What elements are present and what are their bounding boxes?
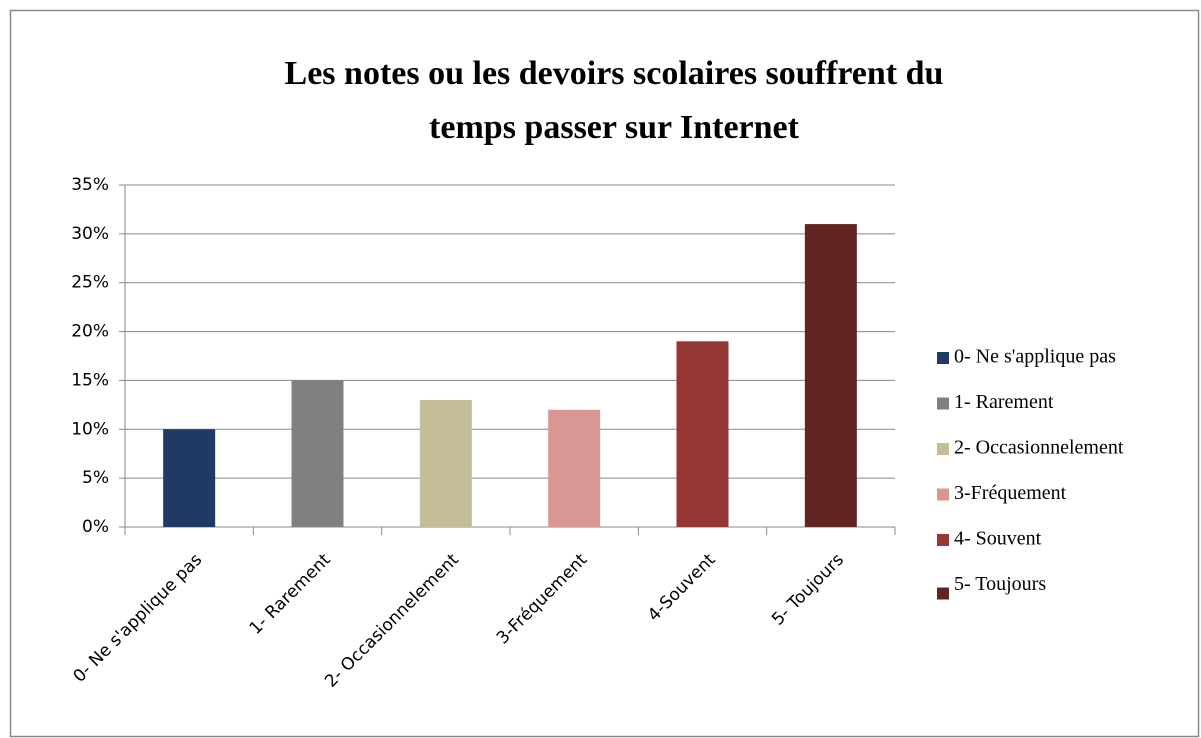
legend-label: 5- Toujours: [954, 573, 1046, 595]
bar: [419, 399, 472, 527]
legend-label: 0- Ne s'applique pas: [954, 346, 1116, 368]
legend-swatch: [937, 488, 949, 501]
legend-swatch: [937, 397, 949, 410]
bar: [291, 380, 344, 527]
legend-swatch: [937, 352, 949, 364]
y-tick-label: 20%: [71, 322, 109, 342]
y-tick-label: 0%: [82, 517, 109, 537]
legend-swatch: [937, 443, 949, 455]
y-tick-label: 35%: [71, 175, 109, 195]
y-tick-label: 10%: [71, 419, 109, 439]
legend-label: 2- Occasionnelement: [954, 437, 1124, 459]
bar: [676, 341, 729, 527]
legend-label: 1- Rarement: [954, 391, 1054, 413]
legend-swatch: [937, 587, 949, 600]
legend-swatch: [937, 534, 949, 546]
legend-label: 4- Souvent: [954, 528, 1042, 550]
y-tick-label: 5%: [82, 468, 109, 488]
bar: [804, 224, 857, 528]
bar: [163, 429, 216, 527]
y-tick-label: 30%: [71, 224, 109, 244]
legend-label: 3-Fréquement: [954, 482, 1067, 504]
chart-frame: [9, 9, 1200, 738]
chart-title: Les notes ou les devoirs scolaires souff…: [285, 55, 944, 92]
bar: [548, 409, 601, 527]
chart-title: temps passer sur Internet: [429, 109, 800, 146]
y-tick-label: 25%: [71, 273, 109, 293]
y-tick-label: 15%: [71, 370, 109, 390]
